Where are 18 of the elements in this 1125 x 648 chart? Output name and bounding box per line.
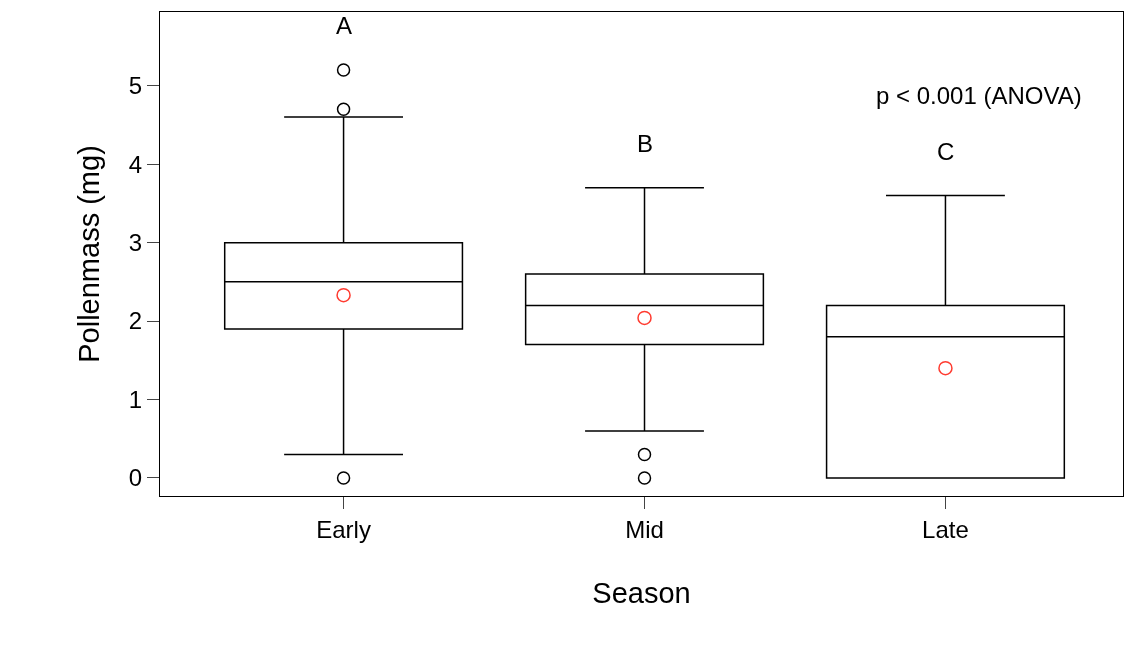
annotation: A	[336, 12, 353, 39]
y-tick-label: 2	[128, 307, 143, 335]
x-tick-label: Late	[922, 515, 969, 543]
y-axis-title: Pollenmass (mg)	[73, 145, 106, 363]
annotation: p < 0.001 (ANOVA)	[876, 82, 1082, 109]
y-tick-label: 4	[128, 150, 143, 178]
x-tick-label: Mid	[625, 515, 664, 543]
point	[637, 310, 652, 326]
y-tick-label: 3	[128, 229, 143, 257]
annotation: B	[637, 130, 654, 157]
point	[336, 287, 351, 303]
y-tick-label: 1	[128, 385, 143, 413]
point	[938, 360, 953, 376]
y-tick-label: 0	[128, 464, 143, 492]
y-tick-label: 5	[128, 72, 143, 100]
x-tick-label: Early	[316, 515, 371, 543]
x-axis-title: Season	[592, 576, 691, 609]
annotation: C	[937, 138, 955, 165]
